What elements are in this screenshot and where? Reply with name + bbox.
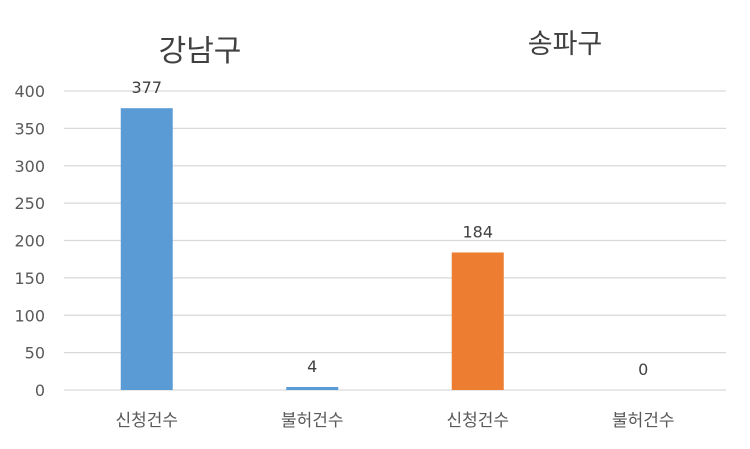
y-tick-label: 0 — [35, 381, 45, 400]
bar — [120, 108, 173, 390]
bars — [120, 108, 504, 390]
y-tick-label: 200 — [14, 232, 45, 251]
y-axis-tick-labels: 0 50 100 150 200 250 300 350 400 — [14, 82, 45, 400]
x-category-label: 불허건수 — [612, 411, 675, 431]
data-label: 4 — [307, 357, 317, 376]
data-labels: 377 4 184 0 — [131, 78, 648, 379]
y-tick-label: 350 — [14, 119, 45, 138]
y-tick-label: 400 — [14, 82, 45, 101]
gridlines — [64, 90, 726, 391]
x-category-label: 신청건수 — [446, 411, 509, 431]
data-label: 0 — [638, 360, 648, 379]
y-tick-label: 50 — [25, 344, 45, 363]
x-category-label: 신청건수 — [115, 411, 178, 431]
group-title: 강남구 — [159, 34, 242, 69]
bar — [451, 252, 504, 390]
group-title: 송파구 — [528, 29, 603, 60]
y-tick-label: 100 — [14, 306, 45, 325]
y-tick-label: 150 — [14, 269, 45, 288]
bar — [286, 387, 339, 390]
group-titles: 강남구 송파구 — [159, 29, 603, 69]
x-axis-category-labels: 신청건수 불허건수 신청건수 불허건수 — [115, 411, 674, 431]
y-tick-label: 250 — [14, 194, 45, 213]
data-label: 377 — [131, 78, 162, 97]
x-category-label: 불허건수 — [281, 411, 344, 431]
data-label: 184 — [462, 222, 493, 241]
y-tick-label: 300 — [14, 157, 45, 176]
